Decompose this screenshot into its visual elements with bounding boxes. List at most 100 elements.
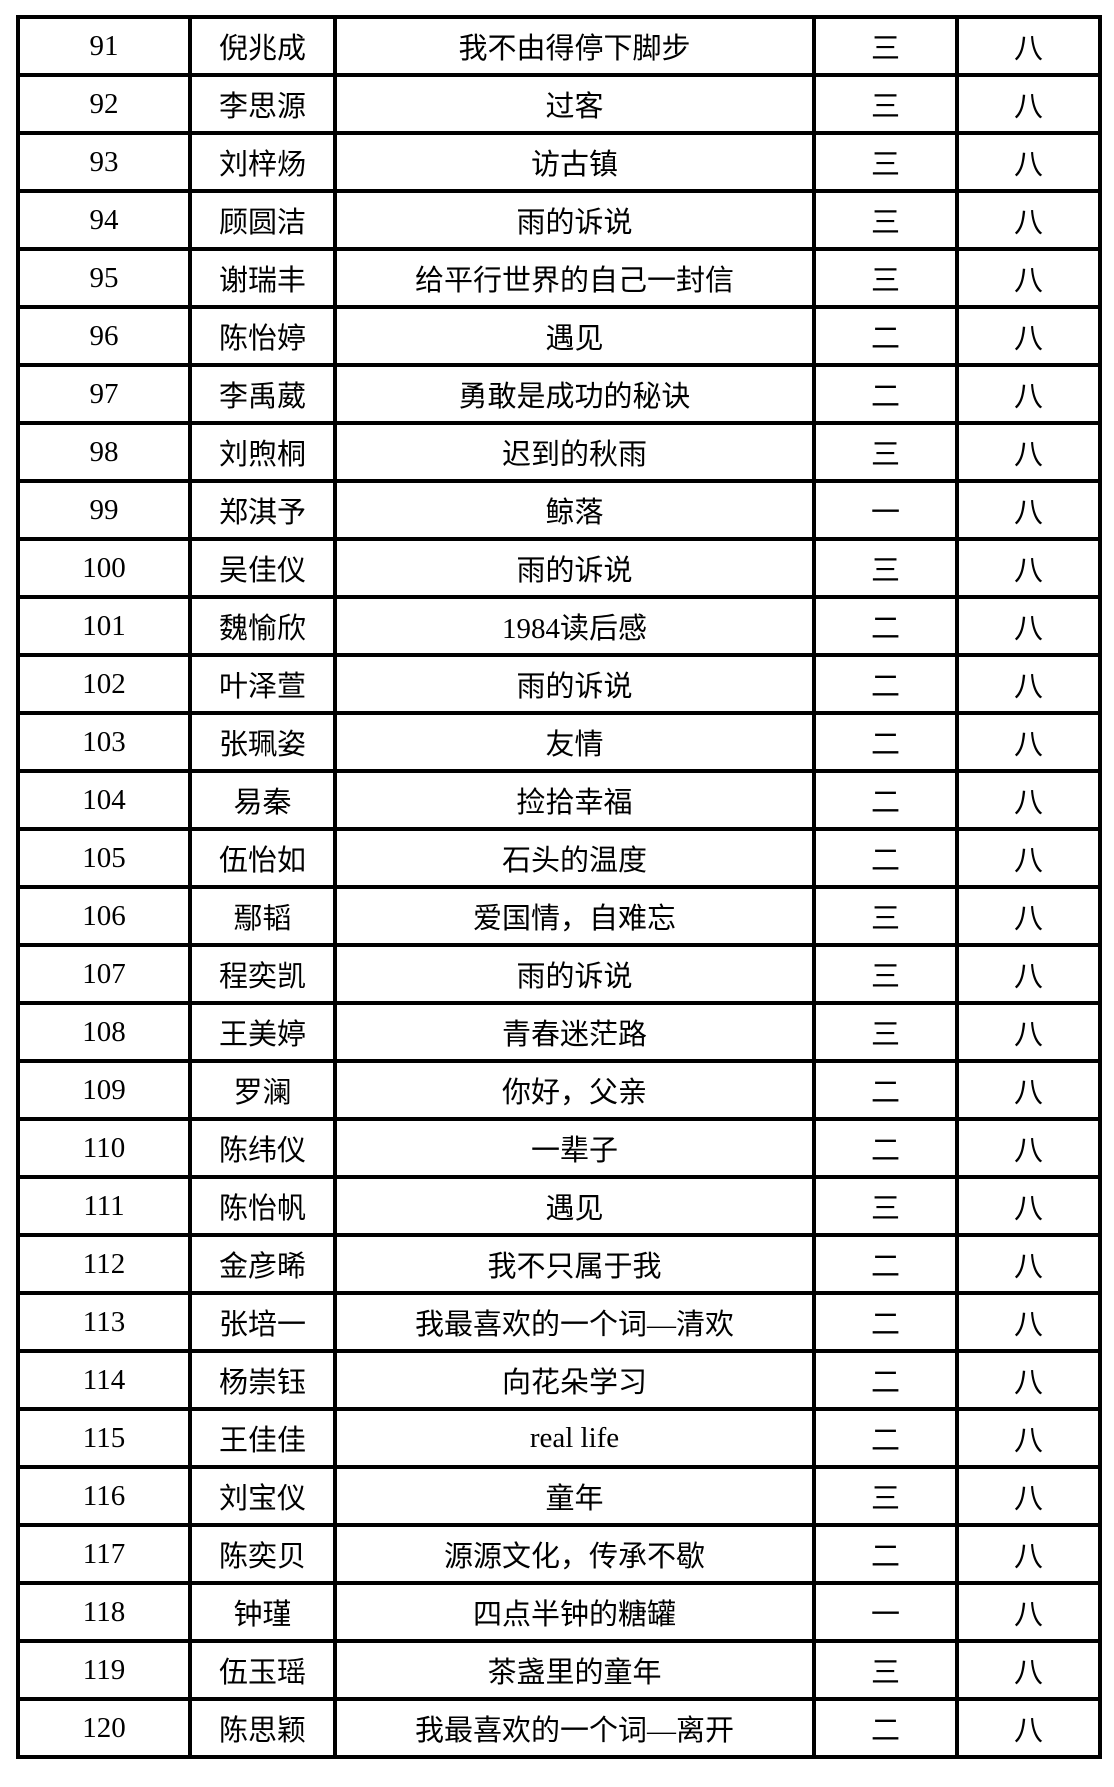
student-name-cell: 钟瑾 xyxy=(188,1581,337,1643)
table-row: 93 刘梓炀 访古镇三八 xyxy=(16,131,1102,193)
essay-title-cell: 爱国情，自难忘 xyxy=(333,885,816,947)
award-level-cell: 二 xyxy=(812,1349,959,1411)
award-level-cell: 三 xyxy=(812,15,959,77)
serial-number-cell: 100 xyxy=(16,537,192,599)
serial-number-cell: 95 xyxy=(16,247,192,309)
student-name-cell: 王美婷 xyxy=(188,1001,337,1063)
essay-title-cell: 鲸落 xyxy=(333,479,816,541)
student-name-cell: 程奕凯 xyxy=(188,943,337,1005)
essay-title-cell: 1984读后感 xyxy=(333,595,816,657)
award-level-cell: 三 xyxy=(812,131,959,193)
grade-cell: 八 xyxy=(955,1581,1102,1643)
student-name-cell: 刘梓炀 xyxy=(188,131,337,193)
grade-cell: 八 xyxy=(955,247,1102,309)
essay-title-cell: 雨的诉说 xyxy=(333,189,816,251)
serial-number-cell: 117 xyxy=(16,1523,192,1585)
essay-title-cell: 源源文化，传承不歇 xyxy=(333,1523,816,1585)
serial-number-cell: 106 xyxy=(16,885,192,947)
serial-number-cell: 112 xyxy=(16,1233,192,1295)
essay-title-cell: 雨的诉说 xyxy=(333,653,816,715)
table-row: 99 郑淇予 鲸落一八 xyxy=(16,479,1102,541)
grade-cell: 八 xyxy=(955,1117,1102,1179)
essay-title-cell: 给平行世界的自己一封信 xyxy=(333,247,816,309)
table-row: 97 李禹葳 勇敢是成功的秘诀二八 xyxy=(16,363,1102,425)
student-name-cell: 吴佳仪 xyxy=(188,537,337,599)
award-level-cell: 三 xyxy=(812,421,959,483)
serial-number-cell: 104 xyxy=(16,769,192,831)
table-row: 95 谢瑞丰 给平行世界的自己一封信三八 xyxy=(16,247,1102,309)
grade-cell: 八 xyxy=(955,15,1102,77)
student-name-cell: 刘煦桐 xyxy=(188,421,337,483)
table-row: 102 叶泽萱 雨的诉说二八 xyxy=(16,653,1102,715)
serial-number-cell: 97 xyxy=(16,363,192,425)
serial-number-cell: 115 xyxy=(16,1407,192,1469)
table-row: 110 陈纬仪 一辈子二八 xyxy=(16,1117,1102,1179)
essay-title-cell: 向花朵学习 xyxy=(333,1349,816,1411)
serial-number-cell: 105 xyxy=(16,827,192,889)
serial-number-cell: 96 xyxy=(16,305,192,367)
essay-title-cell: 访古镇 xyxy=(333,131,816,193)
award-level-cell: 二 xyxy=(812,711,959,773)
award-level-cell: 三 xyxy=(812,1175,959,1237)
grade-cell: 八 xyxy=(955,421,1102,483)
grade-cell: 八 xyxy=(955,653,1102,715)
table-row: 105 伍怡如 石头的温度二八 xyxy=(16,827,1102,889)
student-name-cell: 李思源 xyxy=(188,73,337,135)
table-row: 92 李思源 过客三八 xyxy=(16,73,1102,135)
essay-title-cell: 捡拾幸福 xyxy=(333,769,816,831)
student-name-cell: 陈思颖 xyxy=(188,1697,337,1759)
student-name-cell: 刘宝仪 xyxy=(188,1465,337,1527)
essay-title-cell: 迟到的秋雨 xyxy=(333,421,816,483)
essay-title-cell: 茶盏里的童年 xyxy=(333,1639,816,1701)
student-name-cell: 陈奕贝 xyxy=(188,1523,337,1585)
award-level-cell: 二 xyxy=(812,1117,959,1179)
serial-number-cell: 114 xyxy=(16,1349,192,1411)
grade-cell: 八 xyxy=(955,1175,1102,1237)
award-level-cell: 二 xyxy=(812,363,959,425)
student-name-cell: 杨崇钰 xyxy=(188,1349,337,1411)
grade-cell: 八 xyxy=(955,595,1102,657)
serial-number-cell: 103 xyxy=(16,711,192,773)
table-row: 91 倪兆成 我不由得停下脚步三八 xyxy=(16,15,1102,77)
table-row: 94 顾圆洁 雨的诉说三八 xyxy=(16,189,1102,251)
student-name-cell: 王佳佳 xyxy=(188,1407,337,1469)
serial-number-cell: 92 xyxy=(16,73,192,135)
table-row: 115 王佳佳 real life 二八 xyxy=(16,1407,1102,1469)
serial-number-cell: 91 xyxy=(16,15,192,77)
essay-title-cell: 我最喜欢的一个词—离开 xyxy=(333,1697,816,1759)
student-name-cell: 魏愉欣 xyxy=(188,595,337,657)
student-name-cell: 倪兆成 xyxy=(188,15,337,77)
award-level-cell: 二 xyxy=(812,1523,959,1585)
student-name-cell: 陈纬仪 xyxy=(188,1117,337,1179)
table-row: 113 张培一 我最喜欢的一个词—清欢二八 xyxy=(16,1291,1102,1353)
essay-title-cell: 雨的诉说 xyxy=(333,537,816,599)
student-name-cell: 伍玉瑶 xyxy=(188,1639,337,1701)
grade-cell: 八 xyxy=(955,1059,1102,1121)
student-name-cell: 叶泽萱 xyxy=(188,653,337,715)
student-name-cell: 伍怡如 xyxy=(188,827,337,889)
grade-cell: 八 xyxy=(955,537,1102,599)
serial-number-cell: 102 xyxy=(16,653,192,715)
grade-cell: 八 xyxy=(955,885,1102,947)
table-row: 120 陈思颖 我最喜欢的一个词—离开二八 xyxy=(16,1697,1102,1759)
serial-number-cell: 116 xyxy=(16,1465,192,1527)
student-name-cell: 李禹葳 xyxy=(188,363,337,425)
table-row: 106 鄢韬 爱国情，自难忘三八 xyxy=(16,885,1102,947)
award-level-cell: 一 xyxy=(812,479,959,541)
grade-cell: 八 xyxy=(955,1639,1102,1701)
table-row: 104 易秦 捡拾幸福二八 xyxy=(16,769,1102,831)
essay-title-cell: 青春迷茫路 xyxy=(333,1001,816,1063)
award-level-cell: 二 xyxy=(812,595,959,657)
award-level-cell: 二 xyxy=(812,827,959,889)
grade-cell: 八 xyxy=(955,73,1102,135)
serial-number-cell: 94 xyxy=(16,189,192,251)
student-name-cell: 陈怡婷 xyxy=(188,305,337,367)
student-name-cell: 陈怡帆 xyxy=(188,1175,337,1237)
essay-title-cell: 你好，父亲 xyxy=(333,1059,816,1121)
student-name-cell: 张培一 xyxy=(188,1291,337,1353)
grade-cell: 八 xyxy=(955,943,1102,1005)
table-row: 103 张珮姿 友情二八 xyxy=(16,711,1102,773)
serial-number-cell: 118 xyxy=(16,1581,192,1643)
award-level-cell: 二 xyxy=(812,1059,959,1121)
table-row: 107 程奕凯 雨的诉说三八 xyxy=(16,943,1102,1005)
